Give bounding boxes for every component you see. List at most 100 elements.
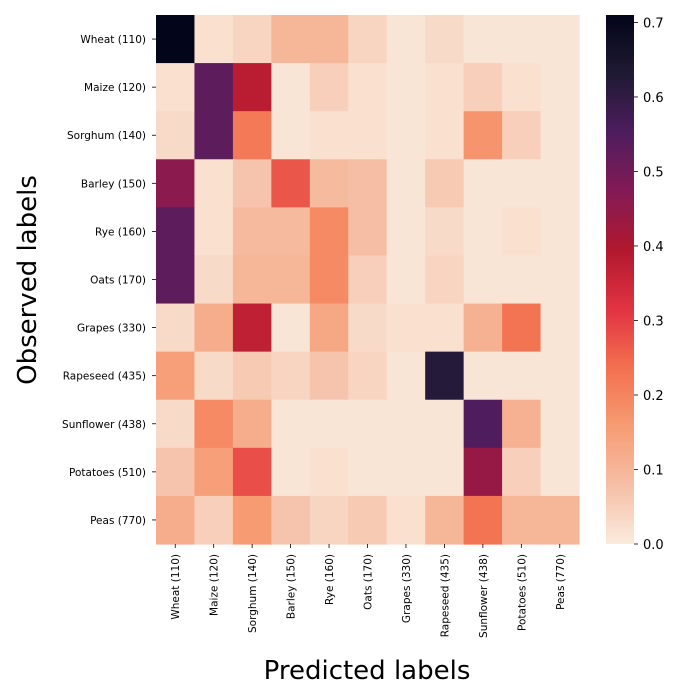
heatmap-cell (156, 495, 196, 545)
heatmap-cell (232, 111, 272, 160)
heatmap-cell (156, 447, 196, 497)
heatmap-cell (309, 111, 349, 160)
heatmap-cell (386, 207, 426, 257)
heatmap-cell (271, 15, 311, 64)
heatmap-cell (194, 255, 234, 305)
heatmap-cell (271, 495, 311, 545)
heatmap-cell (502, 63, 542, 112)
heatmap-cell (271, 351, 311, 401)
heatmap-cell (156, 303, 196, 353)
heatmap-cell (540, 111, 580, 160)
heatmap-cell (156, 399, 196, 449)
heatmap-cell (502, 15, 542, 64)
heatmap-cell (463, 255, 503, 305)
heatmap-cell (386, 159, 426, 208)
x-tick-label: Barley (150) (286, 554, 298, 619)
heatmap-cell (232, 15, 272, 64)
heatmap-cell (540, 207, 580, 257)
heatmap-cell (386, 447, 426, 497)
colorbar-tick-label: 0.6 (643, 91, 664, 106)
heatmap-cell (348, 351, 388, 401)
heatmap-cell (232, 207, 272, 257)
x-tick-label: Peas (770) (555, 554, 567, 610)
heatmap-cell (540, 447, 580, 497)
heatmap-cell (348, 399, 388, 449)
heatmap-cell (425, 255, 465, 305)
heatmap-cell (309, 351, 349, 401)
x-tick-label: Sorghum (140) (247, 554, 259, 633)
heatmap-cell (463, 399, 503, 449)
heatmap-cell (540, 495, 580, 545)
y-tick-labels: Wheat (110) Maize (120) Sorghum (140) Barle… (62, 34, 156, 527)
y-tick-label: Barley (150) (81, 178, 146, 190)
heatmap-cell (309, 15, 349, 64)
heatmap-cell (271, 111, 311, 160)
heatmap-cell (540, 63, 580, 112)
heatmap-cell (309, 207, 349, 257)
y-tick-label: Wheat (110) (80, 34, 146, 46)
y-axis-label: Observed labels (13, 175, 43, 385)
heatmap-cell (232, 255, 272, 305)
heatmap-cell (502, 303, 542, 353)
y-tick-label: Peas (770) (90, 515, 146, 527)
heatmap-cell (463, 207, 503, 257)
heatmap-cell (271, 303, 311, 353)
colorbar-tick-label: 0.1 (643, 463, 664, 478)
heatmap-cell (425, 495, 465, 545)
heatmap-cell (309, 255, 349, 305)
x-tick-label: Maize (120) (209, 554, 221, 616)
heatmap-cell (386, 111, 426, 160)
heatmap-cell (232, 399, 272, 449)
x-tick-label: Rye (160) (324, 554, 336, 605)
x-tick-label: Wheat (110) (170, 554, 182, 620)
heatmap-cell (156, 15, 196, 64)
y-tick-label: Rye (160) (95, 226, 146, 238)
x-tick-labels: Wheat (110) Maize (120) Sorghum (140) Barle… (170, 544, 567, 638)
heatmap-cell (463, 303, 503, 353)
heatmap-cell (425, 303, 465, 353)
heatmap-cell (463, 63, 503, 112)
heatmap-cell (425, 63, 465, 112)
heatmap-cell (463, 447, 503, 497)
heatmap-cell (502, 255, 542, 305)
colorbar-gradient (606, 15, 634, 544)
heatmap-cell (425, 399, 465, 449)
heatmap-cell (463, 111, 503, 160)
heatmap-cell (194, 111, 234, 160)
heatmap-cell (156, 63, 196, 112)
heatmap-cell (309, 399, 349, 449)
heatmap-cell (386, 63, 426, 112)
x-tick-label: Oats (170) (363, 554, 375, 610)
y-tick-label: Potatoes (510) (69, 467, 146, 479)
heatmap-cell (348, 111, 388, 160)
x-tick-label: Rapeseed (435) (439, 554, 451, 637)
heatmap-cell (232, 159, 272, 208)
y-tick-label: Sorghum (140) (67, 130, 146, 142)
heatmap-cells (156, 15, 580, 545)
heatmap-cell (463, 159, 503, 208)
heatmap-cell (156, 111, 196, 160)
heatmap-cell (309, 447, 349, 497)
y-tick-label: Oats (170) (90, 275, 146, 287)
heatmap-cell (502, 159, 542, 208)
heatmap-cell (348, 303, 388, 353)
heatmap-cell (156, 159, 196, 208)
heatmap-cell (348, 447, 388, 497)
heatmap-cell (463, 15, 503, 64)
heatmap-cell (271, 399, 311, 449)
heatmap-cell (194, 447, 234, 497)
colorbar-tick-label: 0.4 (643, 240, 664, 255)
heatmap-cell (386, 399, 426, 449)
heatmap-cell (502, 207, 542, 257)
heatmap-cell (232, 351, 272, 401)
x-tick-label: Grapes (330) (401, 554, 413, 623)
heatmap-cell (540, 303, 580, 353)
heatmap-cell (232, 63, 272, 112)
heatmap-cell (232, 303, 272, 353)
heatmap-cell (348, 207, 388, 257)
heatmap-cell (425, 447, 465, 497)
heatmap-cell (463, 495, 503, 545)
heatmap-cell (348, 495, 388, 545)
colorbar-tick-label: 0.5 (643, 165, 664, 180)
